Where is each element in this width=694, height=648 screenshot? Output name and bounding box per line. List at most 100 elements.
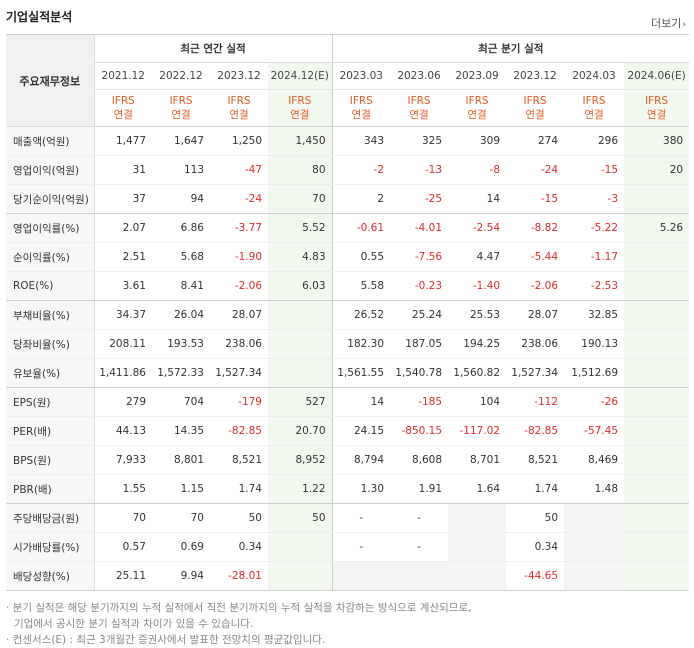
table-cell: 8,608: [390, 445, 449, 475]
table-row: 당좌비율(%) 208.11 193.53 238.06 182.30 187.05 194…: [6, 329, 690, 359]
period-header-row: 2021.12 2022.12 2023.12 2024.12(E) 2023.03 20…: [6, 62, 690, 90]
row-label: 유보율(%): [6, 358, 95, 388]
table-cell: 70: [152, 503, 210, 533]
row-label: 주당배당금(원): [6, 503, 95, 533]
table-cell: -24: [210, 184, 268, 214]
table-cell: 296: [564, 126, 625, 156]
ifrs-label: IFRS: [407, 95, 431, 107]
table-cell: 28.07: [210, 300, 268, 330]
table-cell: -1.40: [448, 271, 507, 301]
table-row: PER(배) 44.13 14.35 -82.85 20.70 24.15 -850.15-…: [6, 416, 690, 446]
table-cell: [624, 329, 690, 359]
table-cell: -25: [390, 184, 449, 214]
table-cell: 26.52: [332, 300, 391, 330]
table-cell: 70: [94, 503, 152, 533]
table-cell: 37: [94, 184, 152, 214]
ifrs-label: IFRS: [227, 95, 251, 107]
footnote-2: · 컨센서스(E) : 최근 3개월간 증권사에서 발표한 전망치의 평균값입니…: [6, 634, 326, 646]
table-cell: 104: [448, 387, 507, 417]
table-row: EPS(원) 279 704 -179 527 14 -185 104 -112 -26: [6, 387, 690, 417]
ifrs-label: IFRS: [288, 95, 312, 107]
table-row: 당기순이익(억원) 37 94 -24 70 2 -25 14 -15 -3: [6, 184, 690, 214]
table-cell: 0.57: [94, 532, 152, 562]
ifrs-header: IFRS 연결: [390, 89, 449, 127]
table-cell: [624, 358, 690, 388]
row-label: PBR(배): [6, 474, 95, 504]
table-cell: -15: [506, 184, 565, 214]
row-label: 영업이익률(%): [6, 213, 95, 243]
consolidated-label: 연결: [351, 109, 371, 121]
table-cell: 1,561.55: [332, 358, 391, 388]
table-cell: 6.03: [268, 271, 333, 301]
table-cell: -44.65: [506, 561, 565, 591]
table-cell: -179: [210, 387, 268, 417]
ifrs-header-row: IFRS 연결 IFRS 연결 IFRS 연결 IFRS 연결 IFRS 연결 IFRS 연결 IFRS…: [6, 89, 690, 127]
table-cell: 0.55: [332, 242, 391, 272]
table-cell: -185: [390, 387, 449, 417]
table-row: 부채비율(%) 34.37 26.04 28.07 26.52 25.24 25.53 28.…: [6, 300, 690, 330]
table-cell: -2.54: [448, 213, 507, 243]
table-row: ROE(%) 3.61 8.41 -2.06 6.03 5.58 -0.23 -1.40 -2.…: [6, 271, 690, 301]
row-header-label: 주요재무정보: [6, 34, 95, 127]
row-label: 순이익률(%): [6, 242, 95, 272]
table-cell: 34.37: [94, 300, 152, 330]
consolidated-label: 연결: [467, 109, 487, 121]
table-cell: 238.06: [506, 329, 565, 359]
table-row: BPS(원) 7,933 8,801 8,521 8,952 8,794 8,608 8,70…: [6, 445, 690, 475]
table-row: 주당배당금(원) 70 70 50 50- -50: [6, 503, 690, 533]
table-cell: [624, 445, 690, 475]
table-cell: 1.91: [390, 474, 449, 504]
period-header: 2024.12(E): [268, 62, 333, 90]
table-cell: 1.30: [332, 474, 391, 504]
table-cell: 9.94: [152, 561, 210, 591]
table-cell: [332, 561, 391, 591]
table-cell: 1,647: [152, 126, 210, 156]
table-cell: -: [390, 532, 449, 562]
table-cell: 70: [268, 184, 333, 214]
table-cell: 24.15: [332, 416, 391, 446]
more-link[interactable]: 더보기›: [651, 15, 686, 31]
quarter-group-header: 최근 분기 실적: [332, 34, 690, 63]
footnotes: · 분기 실적은 해당 분기까지의 누적 실적에서 직전 분기까지의 누적 실적…: [6, 600, 471, 648]
table-cell: 8.41: [152, 271, 210, 301]
table-cell: -3.77: [210, 213, 268, 243]
period-header: 2021.12: [94, 62, 152, 90]
table-cell: -: [332, 532, 391, 562]
table-cell: 26.04: [152, 300, 210, 330]
table-cell: -0.23: [390, 271, 449, 301]
chevron-right-icon: ›: [682, 20, 686, 30]
table-cell: 1.22: [268, 474, 333, 504]
table-cell: 2.51: [94, 242, 152, 272]
table-cell: 4.47: [448, 242, 507, 272]
table-cell: -26: [564, 387, 625, 417]
table-cell: 80: [268, 155, 333, 185]
row-label: 당좌비율(%): [6, 329, 95, 359]
table-cell: 14: [332, 387, 391, 417]
table-cell: 527: [268, 387, 333, 417]
table-cell: 380: [624, 126, 690, 156]
ifrs-header: IFRS 연결: [268, 89, 333, 127]
table-cell: -0.61: [332, 213, 391, 243]
table-cell: 1,250: [210, 126, 268, 156]
table-cell: 4.83: [268, 242, 333, 272]
table-cell: 8,469: [564, 445, 625, 475]
table-cell: 50: [506, 503, 565, 533]
table-row: 유보율(%) 1,411.86 1,572.33 1,527.34 1,561.55 1,…: [6, 358, 690, 388]
table-cell: [624, 474, 690, 504]
table-cell: [268, 300, 333, 330]
table-cell: [624, 271, 690, 301]
table-cell: [268, 532, 333, 562]
table-cell: -1.17: [564, 242, 625, 272]
table-cell: 44.13: [94, 416, 152, 446]
ifrs-label: IFRS: [582, 95, 606, 107]
table-cell: 3.61: [94, 271, 152, 301]
table-cell: [564, 532, 625, 562]
ifrs-header: IFRS 연결: [624, 89, 690, 127]
table-cell: 1,527.34: [506, 358, 565, 388]
table-cell: -24: [506, 155, 565, 185]
table-cell: -117.02: [448, 416, 507, 446]
row-label: 배당성향(%): [6, 561, 95, 591]
table-cell: 190.13: [564, 329, 625, 359]
ifrs-header: IFRS 연결: [332, 89, 391, 127]
table-row: 영업이익률(%) 2.07 6.86 -3.77 5.52 -0.61 -4.01 -2.54…: [6, 213, 690, 243]
